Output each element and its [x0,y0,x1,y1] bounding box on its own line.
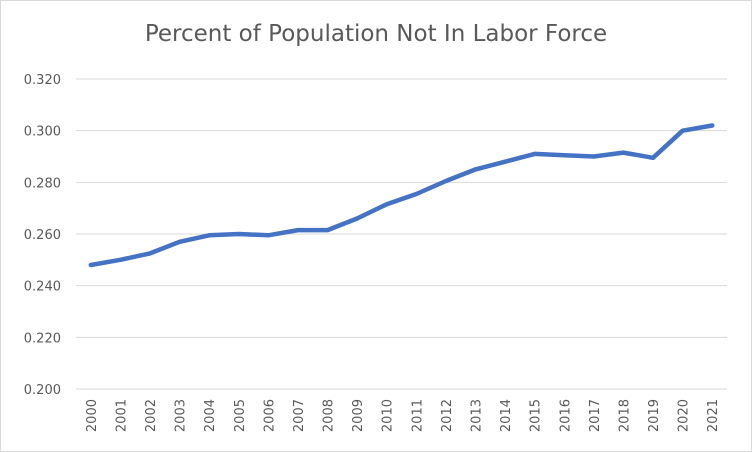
x-tick-label: 2009 [351,399,366,432]
x-tick-label: 2010 [381,399,396,432]
data-point [207,233,212,238]
x-tick-label: 2016 [558,399,573,432]
series-layer [88,123,715,268]
data-point [680,128,685,133]
data-point [562,153,567,158]
x-tick-label: 2011 [410,399,425,432]
y-tick-label: 0.320 [24,73,61,88]
data-point [325,228,330,233]
y-tick-label: 0.300 [24,125,61,140]
data-point [177,239,182,244]
y-tick-label: 0.220 [24,331,61,346]
x-tick-label: 2007 [292,399,307,432]
x-tick-label: 2003 [174,399,189,432]
x-tick-label: 2005 [233,399,248,432]
data-point [118,257,123,262]
x-tick-label: 2019 [647,399,662,432]
y-tick-label: 0.200 [24,383,61,398]
x-tick-label: 2004 [203,399,218,432]
x-tick-label: 2013 [469,399,484,432]
data-point [414,192,419,196]
y-tick-label: 0.280 [24,176,61,191]
data-point [591,154,596,159]
data-point [148,251,152,256]
data-point [532,151,537,156]
data-point [88,263,93,267]
data-point [266,233,271,238]
x-tick-label: 2001 [114,399,129,432]
series-line [88,123,715,268]
x-tick-label: 2017 [588,399,603,432]
x-tick-label: 2018 [617,399,632,432]
x-tick-label: 2021 [706,399,721,432]
data-point [473,167,478,172]
data-point [384,202,389,207]
data-point [295,228,300,233]
gridlines [76,78,727,390]
x-tick-label: 2014 [499,399,514,432]
data-point [443,179,448,183]
data-point [503,159,508,164]
y-tick-label: 0.260 [24,228,61,243]
x-tick-label: 2000 [85,399,100,432]
x-tick-label: 2008 [322,399,337,432]
data-point [355,216,360,221]
y-tick-label: 0.240 [24,280,61,295]
data-point [621,150,626,155]
chart-title: Percent of Population Not In Labor Force [144,21,608,47]
x-tick-label: 2002 [144,399,159,432]
x-tick-label: 2015 [529,399,544,432]
x-axis-ticks: 2000 2001 2002 2003 2004 2005 2006 2007 2008 2009… [85,399,721,432]
data-point [236,232,241,236]
data-point [710,123,715,128]
x-tick-label: 2012 [440,399,455,432]
x-tick-label: 2006 [262,399,277,432]
y-axis-ticks: 0.200 0.220 0.240 0.260 0.280 0.300 0.320 [24,73,61,398]
x-tick-label: 2020 [677,399,692,432]
data-point [651,155,655,160]
